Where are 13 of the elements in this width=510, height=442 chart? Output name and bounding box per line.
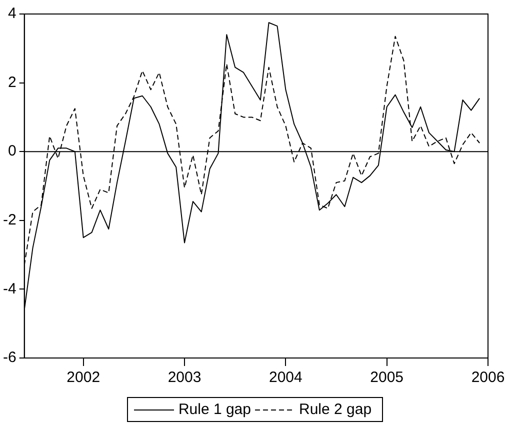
x-tick-label: 2006	[471, 369, 505, 386]
y-tick-label: -2	[2, 212, 16, 229]
y-tick-label: 4	[8, 5, 16, 22]
legend-label: Rule 2 gap	[299, 401, 372, 418]
y-tick-label: 2	[8, 74, 16, 91]
y-tick-label: -4	[2, 280, 16, 298]
x-tick-label: 2004	[268, 369, 302, 386]
x-tick-label: 2002	[66, 369, 100, 386]
x-tick-label: 2003	[168, 369, 202, 386]
y-tick-label: -6	[2, 349, 16, 366]
y-tick-label: 0	[8, 142, 16, 160]
x-tick-label: 2005	[370, 369, 404, 386]
legend-label: Rule 1 gap	[178, 401, 251, 418]
